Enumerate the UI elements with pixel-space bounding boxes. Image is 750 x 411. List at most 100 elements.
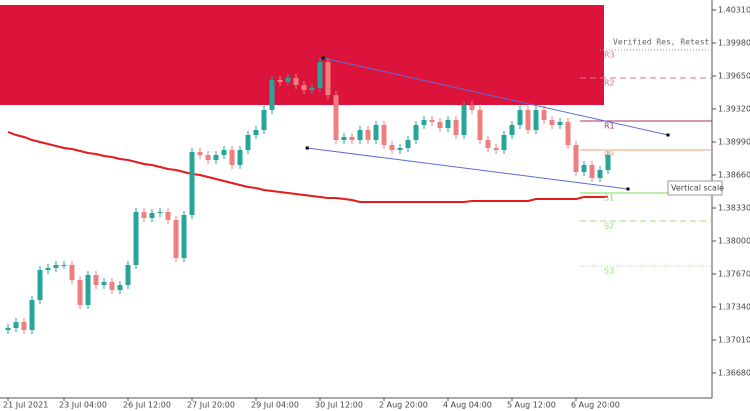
candle-body — [333, 95, 339, 140]
candle-body — [397, 148, 403, 150]
candle-body — [5, 328, 11, 330]
candle-body — [117, 285, 123, 290]
candle-body — [341, 137, 347, 140]
candle-body — [565, 122, 571, 145]
candle-body — [53, 265, 59, 268]
candle-body — [229, 150, 235, 165]
candle-body — [581, 165, 587, 172]
candle-body — [125, 265, 131, 285]
candle-body — [533, 110, 539, 130]
y-tick-label: 1.39320 — [718, 105, 750, 114]
candle-body — [357, 130, 363, 140]
candle-body — [93, 275, 99, 285]
y-tick-label: 1.38990 — [718, 138, 750, 147]
candle-body — [373, 125, 379, 140]
candle-body — [213, 155, 219, 160]
candle-body — [205, 155, 211, 160]
candle-body — [605, 155, 611, 170]
anchor-point — [321, 56, 325, 60]
candle-body — [469, 105, 475, 110]
candle-body — [181, 215, 187, 258]
y-tick-label: 1.40310 — [718, 6, 750, 15]
pivot-label: R3 — [604, 51, 615, 60]
x-tick-label: 2 Aug 20:00 — [379, 401, 428, 410]
pivot-label: S3 — [604, 267, 614, 276]
candle-body — [245, 135, 251, 150]
candle-body — [21, 322, 27, 330]
candle-body — [189, 152, 195, 215]
candle-body — [453, 120, 459, 135]
candle-body — [349, 137, 355, 140]
candle-body — [325, 62, 331, 95]
candle-body — [421, 120, 427, 125]
candle-body — [109, 282, 115, 290]
candle-body — [269, 80, 275, 110]
tooltip-text: Vertical scale — [671, 184, 724, 193]
zone-label: Verified Res, Retest — [613, 38, 710, 47]
anchor-point — [666, 133, 670, 137]
candle-body — [45, 268, 51, 270]
candle-body — [261, 110, 267, 130]
candle-body — [77, 280, 83, 305]
anchor-point — [305, 146, 309, 150]
y-tick-label: 1.37010 — [718, 336, 750, 345]
candle-body — [405, 140, 411, 148]
candle-body — [429, 120, 435, 122]
candle-body — [509, 125, 515, 135]
candle-body — [221, 150, 227, 155]
x-tick-label: 5 Aug 12:00 — [507, 401, 556, 410]
candle-body — [69, 265, 75, 280]
candle-body — [141, 212, 147, 218]
y-tick-label: 1.38660 — [718, 171, 750, 180]
candle-body — [309, 88, 315, 90]
candle-body — [285, 78, 291, 82]
tooltip-box — [667, 180, 723, 196]
candle-body — [381, 125, 387, 145]
x-tick-label: 30 Jul 12:00 — [315, 401, 363, 410]
y-tick-label: 1.37670 — [718, 270, 750, 279]
candle-body — [557, 122, 563, 125]
candle-body — [101, 282, 107, 285]
candle-body — [61, 265, 67, 266]
candle-body — [277, 80, 283, 82]
channel-line — [307, 147, 629, 190]
candle-body — [477, 110, 483, 140]
candle-body — [85, 275, 91, 305]
candle-body — [589, 165, 595, 178]
candle-body — [149, 213, 155, 218]
candle-body — [293, 78, 299, 85]
moving-average — [7, 131, 608, 203]
x-tick-label: 21 Jul 2021 — [3, 401, 48, 410]
candle-body — [493, 148, 499, 150]
candle-body — [485, 140, 491, 148]
candle-body — [37, 270, 43, 300]
candle-body — [517, 110, 523, 125]
pivot-label: R1 — [604, 122, 615, 131]
y-tick-label: 1.37340 — [718, 303, 750, 312]
y-tick-label: 1.36680 — [718, 369, 750, 378]
y-tick-label: 1.38330 — [718, 204, 750, 213]
candle-body — [165, 212, 171, 220]
y-tick-label: 1.39980 — [718, 39, 750, 48]
anchor-point — [626, 187, 630, 191]
candle-body — [389, 145, 395, 150]
x-tick-label: 23 Jul 04:00 — [59, 401, 107, 410]
candle-body — [253, 130, 259, 135]
candle-body — [237, 150, 243, 165]
x-tick-label: 4 Aug 04:00 — [443, 401, 492, 410]
candle-body — [501, 135, 507, 150]
candle-body — [541, 110, 547, 120]
x-tick-label: 6 Aug 20:00 — [571, 401, 620, 410]
x-tick-label: 26 Jul 12:00 — [123, 401, 171, 410]
pivot-label: S2 — [604, 222, 614, 231]
candle-body — [317, 62, 323, 88]
candle-body — [573, 145, 579, 172]
candle-body — [525, 110, 531, 130]
candle-body — [133, 212, 139, 265]
x-tick-label: 27 Jul 20:00 — [187, 401, 235, 410]
candle-body — [597, 170, 603, 178]
candle-body — [13, 322, 19, 328]
channel-line — [323, 57, 669, 136]
candle-body — [301, 85, 307, 90]
